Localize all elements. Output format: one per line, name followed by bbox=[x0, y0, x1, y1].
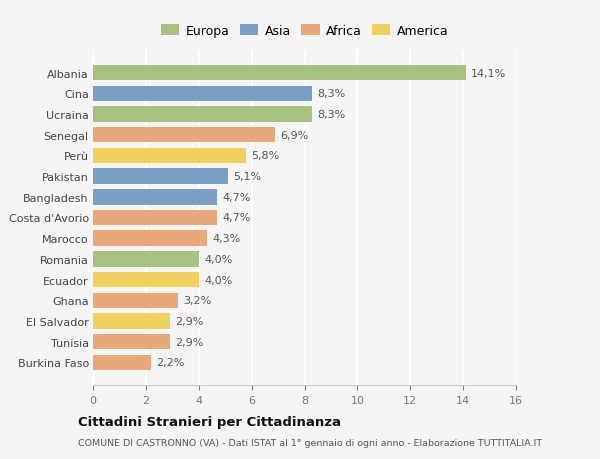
Text: 4,0%: 4,0% bbox=[204, 254, 232, 264]
Text: 4,7%: 4,7% bbox=[223, 192, 251, 202]
Text: 5,8%: 5,8% bbox=[251, 151, 280, 161]
Bar bbox=[93, 231, 206, 246]
Text: 3,2%: 3,2% bbox=[183, 296, 211, 306]
Bar bbox=[93, 190, 217, 205]
Text: 8,3%: 8,3% bbox=[318, 89, 346, 99]
Text: 4,0%: 4,0% bbox=[204, 275, 232, 285]
Text: 6,9%: 6,9% bbox=[281, 130, 309, 140]
Text: 14,1%: 14,1% bbox=[471, 68, 506, 78]
Text: 2,9%: 2,9% bbox=[175, 337, 203, 347]
Bar bbox=[93, 86, 313, 102]
Bar bbox=[93, 334, 170, 350]
Text: COMUNE DI CASTRONNO (VA) - Dati ISTAT al 1° gennaio di ogni anno - Elaborazione : COMUNE DI CASTRONNO (VA) - Dati ISTAT al… bbox=[78, 438, 542, 448]
Text: 4,7%: 4,7% bbox=[223, 213, 251, 223]
Bar bbox=[93, 128, 275, 143]
Text: 2,2%: 2,2% bbox=[157, 358, 185, 368]
Bar bbox=[93, 107, 313, 123]
Bar bbox=[93, 313, 170, 329]
Bar bbox=[93, 293, 178, 308]
Bar bbox=[93, 169, 228, 185]
Text: Cittadini Stranieri per Cittadinanza: Cittadini Stranieri per Cittadinanza bbox=[78, 415, 341, 428]
Bar bbox=[93, 355, 151, 370]
Bar bbox=[93, 272, 199, 288]
Text: 2,9%: 2,9% bbox=[175, 316, 203, 326]
Text: 4,3%: 4,3% bbox=[212, 234, 240, 244]
Bar bbox=[93, 210, 217, 226]
Text: 5,1%: 5,1% bbox=[233, 172, 261, 182]
Legend: Europa, Asia, Africa, America: Europa, Asia, Africa, America bbox=[155, 20, 454, 43]
Bar bbox=[93, 148, 247, 164]
Text: 8,3%: 8,3% bbox=[318, 110, 346, 120]
Bar bbox=[93, 66, 466, 81]
Bar bbox=[93, 252, 199, 267]
